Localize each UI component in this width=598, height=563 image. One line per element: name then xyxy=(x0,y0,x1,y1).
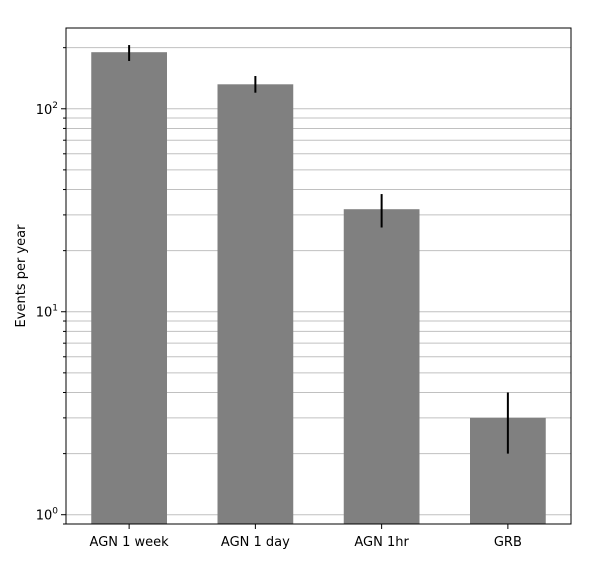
error-bars xyxy=(128,45,509,454)
y-tick-label: 101 xyxy=(36,304,58,321)
x-tick-label: AGN 1 day xyxy=(221,535,290,550)
bar xyxy=(343,209,420,525)
y-axis-label: Events per year xyxy=(14,224,29,328)
bar xyxy=(217,84,294,524)
x-tick-label: AGN 1hr xyxy=(354,535,409,550)
axis-ticks: 100 101 102 AGN 1 week AGN 1 day AGN 1hr GRB xyxy=(36,47,522,550)
plot-frame xyxy=(65,27,572,525)
bar xyxy=(91,52,167,524)
y-tick-label: 100 xyxy=(36,507,59,524)
x-tick-label: AGN 1 week xyxy=(90,535,170,550)
x-tick-label: GRB xyxy=(494,535,522,550)
bars xyxy=(91,52,546,525)
y-tick-label: 102 xyxy=(36,101,58,118)
